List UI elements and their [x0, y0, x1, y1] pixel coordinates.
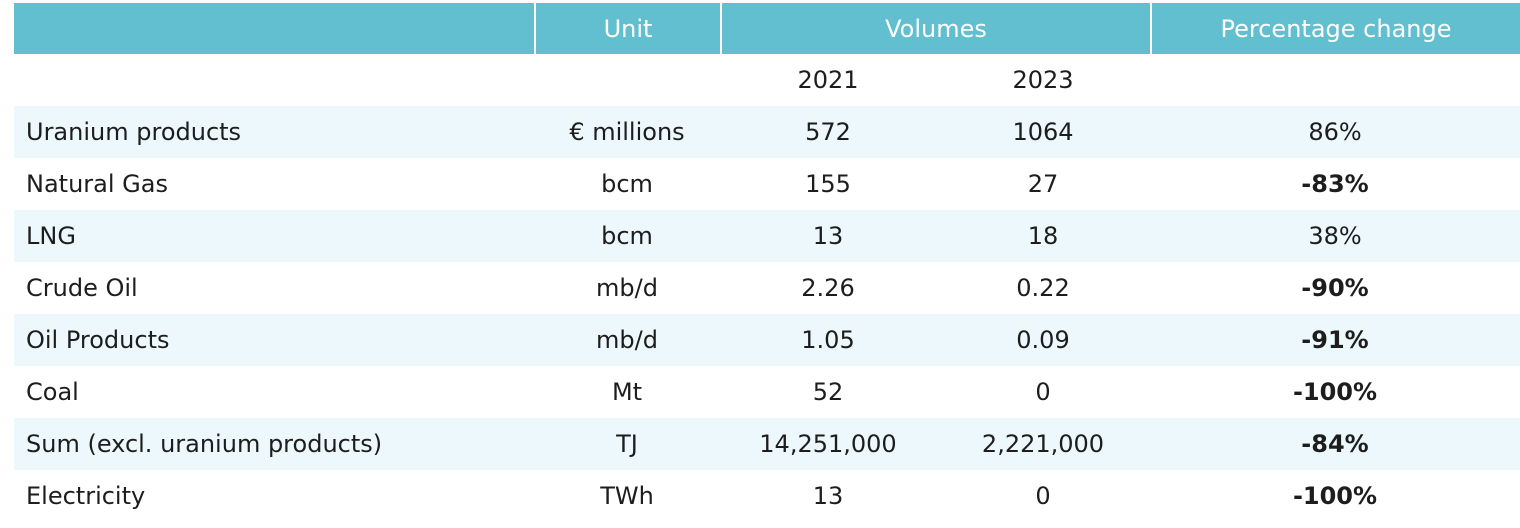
row-value-2021: 1.05	[801, 326, 855, 354]
table-row: Crude Oil mb/d 2.26 0.22 -90%	[14, 262, 1520, 314]
table-row: Sum (excl. uranium products) TJ 14,251,0…	[14, 418, 1520, 470]
header-empty-cell	[14, 3, 534, 54]
row-value-2023: 1064	[1012, 118, 1074, 146]
table-row: Natural Gas bcm 155 27 -83%	[14, 158, 1520, 210]
row-label: Electricity	[26, 482, 146, 510]
row-unit: bcm	[601, 222, 653, 250]
year-2023: 2023	[1012, 66, 1074, 94]
row-unit: € millions	[569, 118, 685, 146]
row-unit: Mt	[611, 378, 643, 406]
table-row: Coal Mt 52 0 -100%	[14, 366, 1520, 418]
row-unit: mb/d	[596, 326, 658, 354]
row-value-2023: 0.22	[1016, 274, 1070, 302]
row-value-2021: 2.26	[801, 274, 855, 302]
row-label: Crude Oil	[26, 274, 138, 302]
row-value-2021: 155	[805, 170, 851, 198]
row-label: Uranium products	[26, 118, 242, 146]
row-value-2023: 2,221,000	[981, 430, 1105, 458]
row-change: -100%	[1292, 378, 1378, 406]
table-row: LNG bcm 13 18 38%	[14, 210, 1520, 262]
row-unit: bcm	[601, 170, 653, 198]
header-volumes: Volumes	[720, 3, 1150, 54]
row-label: LNG	[26, 222, 76, 250]
years-row: 2021 2023	[14, 54, 1520, 106]
row-label: Oil Products	[26, 326, 170, 354]
row-change: 38%	[1308, 222, 1362, 250]
row-change: -84%	[1301, 430, 1369, 458]
row-value-2021: 572	[805, 118, 851, 146]
row-label: Sum (excl. uranium products)	[26, 430, 383, 458]
row-label: Coal	[26, 378, 79, 406]
row-value-2023: 18	[1027, 222, 1059, 250]
row-unit: TWh	[600, 482, 654, 510]
row-value-2021: 52	[812, 378, 844, 406]
row-change: 86%	[1308, 118, 1362, 146]
header-percentage-change: Percentage change	[1150, 3, 1520, 54]
table-row: Electricity TWh 13 0 -100%	[14, 470, 1520, 522]
table-row: Uranium products € millions 572 1064 86%	[14, 106, 1520, 158]
row-value-2021: 14,251,000	[759, 430, 897, 458]
row-unit: mb/d	[596, 274, 658, 302]
energy-imports-table: Unit Volumes Percentage change 2021 2023…	[14, 3, 1520, 522]
row-value-2023: 0.09	[1016, 326, 1070, 354]
row-value-2023: 0	[1035, 378, 1051, 406]
row-change: -83%	[1301, 170, 1369, 198]
row-value-2021: 13	[812, 482, 844, 510]
row-value-2023: 27	[1027, 170, 1059, 198]
header-unit: Unit	[534, 3, 720, 54]
row-unit: TJ	[616, 430, 638, 458]
year-2021: 2021	[797, 66, 859, 94]
row-change: -100%	[1292, 482, 1378, 510]
row-value-2023: 0	[1035, 482, 1051, 510]
row-change: -91%	[1301, 326, 1369, 354]
table-row: Oil Products mb/d 1.05 0.09 -91%	[14, 314, 1520, 366]
table-header-row: Unit Volumes Percentage change	[14, 3, 1520, 54]
row-change: -90%	[1301, 274, 1369, 302]
row-label: Natural Gas	[26, 170, 168, 198]
row-value-2021: 13	[812, 222, 844, 250]
